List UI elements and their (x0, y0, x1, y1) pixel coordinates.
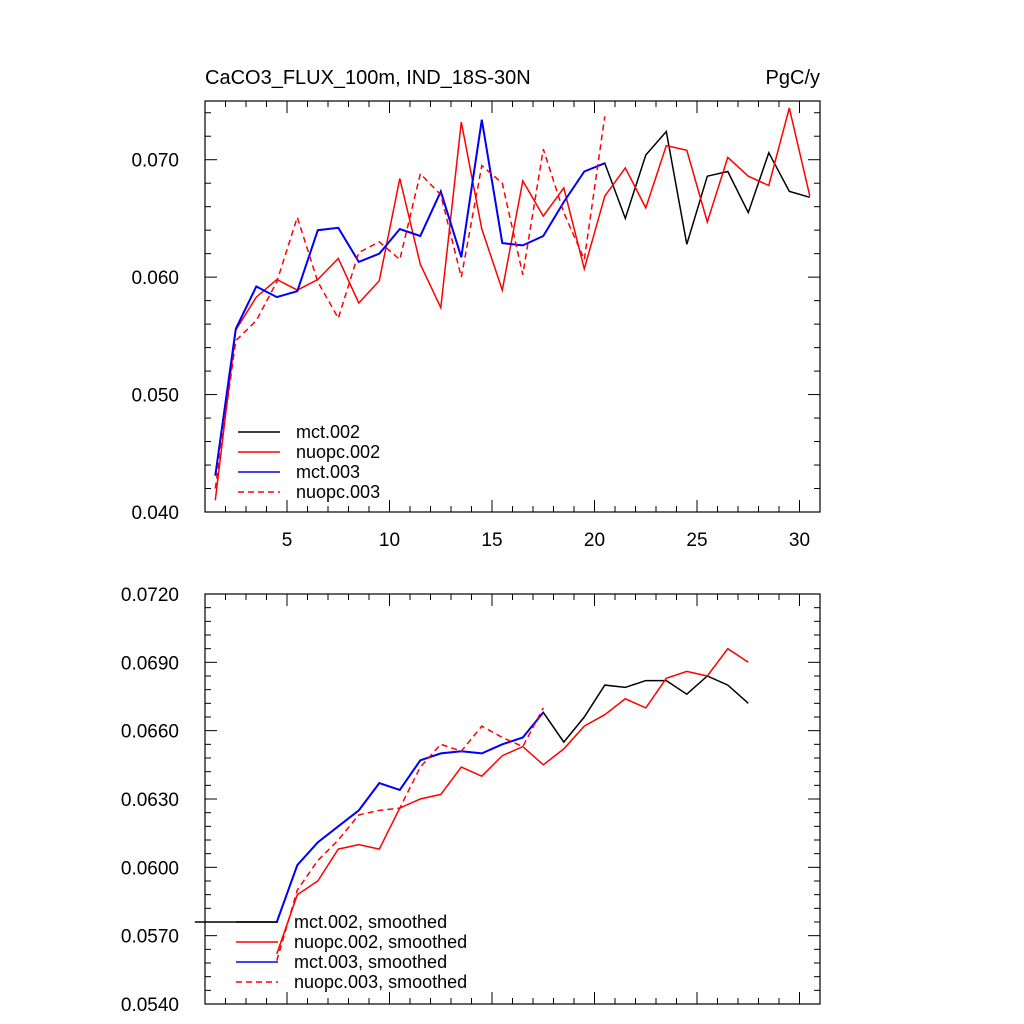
series-line-2 (276, 647, 749, 955)
x-tick-label: 30 (789, 530, 810, 551)
y-tick-label: 0.0540 (121, 995, 179, 1016)
y-tick-label: 0.070 (131, 151, 179, 172)
y-tick-label: 0.0570 (121, 927, 179, 948)
series-line-3 (214, 119, 606, 476)
chart-title: CaCO3_FLUX_100m, IND_18S-30N (205, 67, 531, 89)
y-tick-label: 0.050 (131, 386, 179, 407)
y-tick-label: 0.0720 (121, 585, 179, 606)
bottom-panel: 0.0540 0.0570 0.0600 0.0630 0.0660 0.0690 0.07… (121, 585, 821, 1016)
y-tick-label: 0.040 (131, 503, 179, 524)
series-line-4 (214, 116, 606, 489)
legend-label: nuopc.003 (296, 482, 380, 502)
x-tick-label: 5 (282, 530, 293, 551)
y-tick-label: 0.060 (131, 268, 179, 289)
legend-label: mct.003, smoothed (294, 952, 447, 972)
legend-label: nuopc.003, smoothed (294, 972, 467, 992)
x-tick-label: 15 (481, 530, 502, 551)
y-tick-label: 0.0630 (121, 790, 179, 811)
y-tick-label: 0.0600 (121, 858, 179, 879)
x-tick-label: 20 (584, 530, 605, 551)
y-tick-label: 0.0690 (121, 653, 179, 674)
x-tick-label: 10 (379, 530, 400, 551)
series-line-2 (214, 107, 811, 501)
y-tick-label: 0.0660 (121, 722, 179, 743)
legend-label: mct.003 (296, 462, 360, 482)
series-line-4 (276, 707, 544, 961)
legend-label: nuopc.002, smoothed (294, 932, 467, 952)
legend-label: mct.002, smoothed (294, 912, 447, 932)
legend-label: mct.002 (296, 422, 360, 442)
x-tick-label: 25 (686, 530, 707, 551)
series-line-3 (275, 711, 545, 923)
series-line-1 (194, 675, 749, 923)
top-panel: 5 10 15 20 25 300.0400.0500.0600.070mct.002nu… (131, 67, 821, 551)
units-label: PgC/y (766, 67, 820, 89)
legend-label: nuopc.002 (296, 442, 380, 462)
